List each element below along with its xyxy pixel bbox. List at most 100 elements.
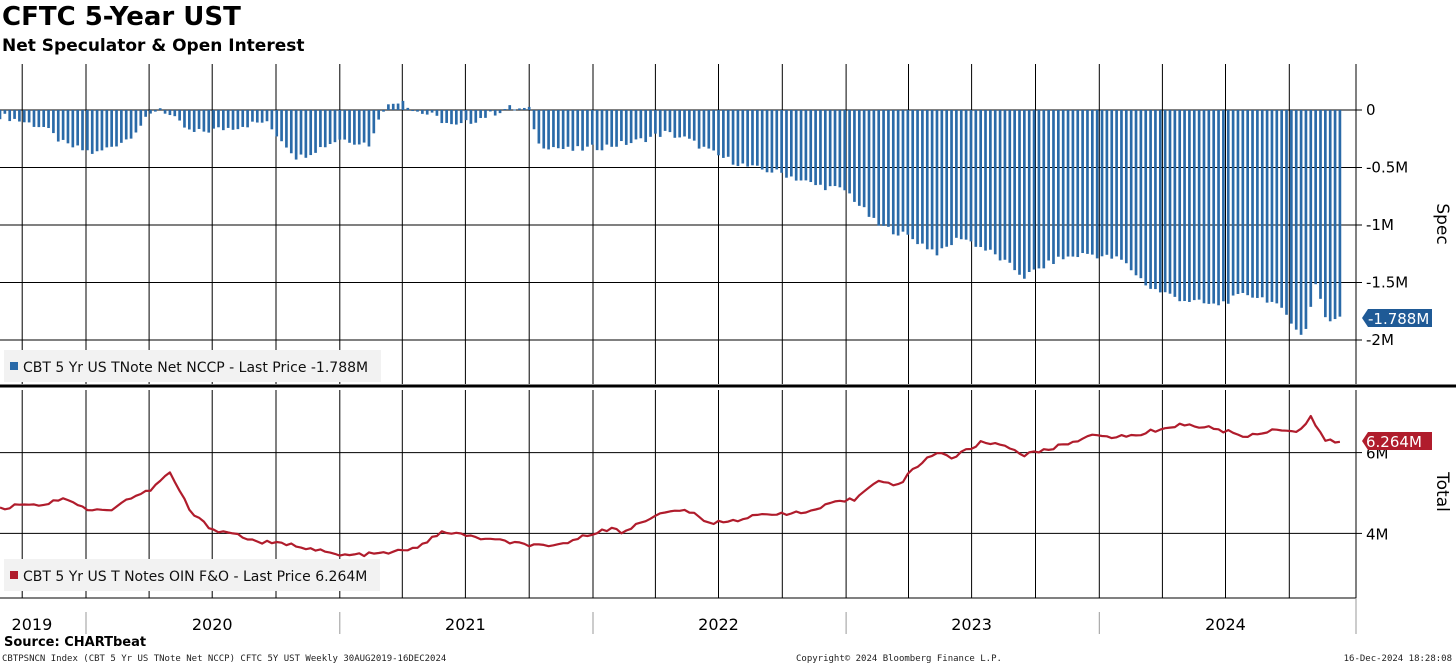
spec-bar bbox=[775, 110, 779, 170]
spec-bar bbox=[66, 110, 70, 144]
spec-bar bbox=[416, 110, 419, 112]
spec-bar bbox=[241, 110, 245, 127]
spec-bar bbox=[940, 110, 944, 249]
spec-legend-text: CBT 5 Yr US TNote Net NCCP - Last Price … bbox=[23, 360, 368, 376]
spec-bar bbox=[780, 110, 783, 173]
total-last-value-tag: 6.264M bbox=[1362, 432, 1432, 451]
spec-bar bbox=[610, 110, 614, 147]
spec-bar bbox=[673, 110, 677, 138]
spec-axis-title: Spec bbox=[1432, 203, 1452, 244]
spec-bar bbox=[906, 110, 910, 235]
spec-bar bbox=[809, 110, 813, 183]
spec-bar bbox=[323, 110, 327, 148]
spec-bar bbox=[581, 110, 584, 151]
spec-bar bbox=[969, 110, 973, 242]
spec-bar bbox=[1008, 110, 1012, 263]
spec-bar bbox=[100, 110, 104, 151]
spec-bar bbox=[794, 110, 798, 181]
total-axis-title: Total bbox=[1432, 471, 1452, 512]
spec-bar bbox=[1246, 110, 1250, 296]
spec-bar bbox=[139, 110, 143, 126]
spec-bar bbox=[1285, 110, 1288, 315]
spec-last-value-tag: -1.788M bbox=[1362, 309, 1432, 328]
total-tick-label: 4M bbox=[1366, 525, 1389, 543]
spec-bar bbox=[717, 110, 720, 156]
spec-bar bbox=[484, 110, 487, 118]
spec-bar bbox=[236, 110, 240, 130]
spec-bar bbox=[930, 110, 934, 250]
spec-bar bbox=[469, 110, 473, 124]
source-note: Source: CHARTbeat bbox=[4, 635, 147, 650]
spec-bar bbox=[692, 110, 696, 141]
x-year-label: 2021 bbox=[445, 615, 486, 634]
spec-bar bbox=[1324, 110, 1327, 318]
footer-index: CBTPSNCN Index (CBT 5 Yr US TNote Net NC… bbox=[2, 654, 447, 664]
spec-bar bbox=[333, 110, 337, 143]
spec-bar bbox=[435, 110, 439, 116]
spec-bar bbox=[1061, 110, 1065, 260]
spec-bar bbox=[974, 110, 978, 247]
spec-bar bbox=[867, 110, 871, 217]
spec-bar bbox=[552, 110, 555, 148]
spec-bar bbox=[1270, 110, 1274, 302]
spec-bar bbox=[1071, 110, 1075, 257]
spec-bar bbox=[872, 110, 876, 218]
spec-bars bbox=[0, 100, 1342, 335]
spec-bar bbox=[56, 110, 60, 142]
spec-bar bbox=[129, 110, 133, 139]
footer-copyright: Copyright© 2024 Bloomberg Finance L.P. bbox=[796, 654, 1002, 664]
spec-bar bbox=[425, 110, 429, 115]
spec-bar bbox=[144, 110, 147, 117]
spec-bar bbox=[18, 110, 21, 122]
spec-bar bbox=[338, 110, 342, 140]
spec-bar bbox=[513, 109, 516, 111]
spec-bar bbox=[959, 110, 963, 240]
x-axis: 2019 2020 2021 2022 2023 2024 bbox=[0, 597, 1357, 634]
spec-bar bbox=[202, 110, 206, 132]
spec-bar bbox=[760, 110, 764, 170]
spec-bar bbox=[294, 110, 298, 160]
spec-bar bbox=[828, 110, 832, 187]
spec-bar bbox=[1183, 110, 1186, 302]
spec-bar bbox=[1032, 110, 1036, 270]
spec-bar bbox=[853, 110, 856, 202]
spec-bar bbox=[299, 110, 303, 155]
spec-bar bbox=[421, 110, 424, 114]
spec-bar bbox=[556, 110, 560, 149]
spec-bar bbox=[615, 110, 618, 147]
spec-bar bbox=[799, 110, 803, 181]
spec-bar bbox=[624, 110, 628, 145]
spec-bar bbox=[746, 110, 749, 167]
spec-bar bbox=[1105, 110, 1109, 255]
x-year-label: 2019 bbox=[12, 615, 53, 634]
spec-bar bbox=[984, 110, 987, 251]
spec-bar bbox=[945, 110, 949, 247]
spec-bar bbox=[1057, 110, 1060, 257]
spec-bar bbox=[508, 105, 512, 110]
spec-bar bbox=[13, 110, 16, 119]
spec-bar bbox=[1168, 110, 1172, 294]
spec-bar bbox=[857, 110, 861, 206]
spec-bar bbox=[989, 110, 992, 250]
spec-bar bbox=[1047, 110, 1050, 261]
spec-bar bbox=[479, 110, 482, 119]
spec-bar bbox=[163, 110, 167, 114]
spec-bar bbox=[314, 110, 317, 153]
spec-bar bbox=[1260, 110, 1264, 298]
spec-bar bbox=[1226, 110, 1230, 304]
spec-bar bbox=[751, 110, 754, 166]
spec-bar bbox=[47, 110, 50, 129]
spec-bar bbox=[168, 110, 172, 116]
spec-bar bbox=[688, 110, 691, 139]
spec-bar bbox=[459, 110, 463, 124]
spec-bar bbox=[814, 110, 817, 186]
spec-bar bbox=[1163, 110, 1167, 293]
spec-bar bbox=[498, 110, 502, 114]
spec-bar bbox=[576, 110, 580, 147]
spec-bar bbox=[1066, 110, 1070, 257]
spec-bar bbox=[37, 110, 41, 128]
spec-bar bbox=[280, 110, 283, 142]
spec-bar bbox=[998, 110, 1002, 261]
x-year-label: 2024 bbox=[1205, 615, 1246, 634]
